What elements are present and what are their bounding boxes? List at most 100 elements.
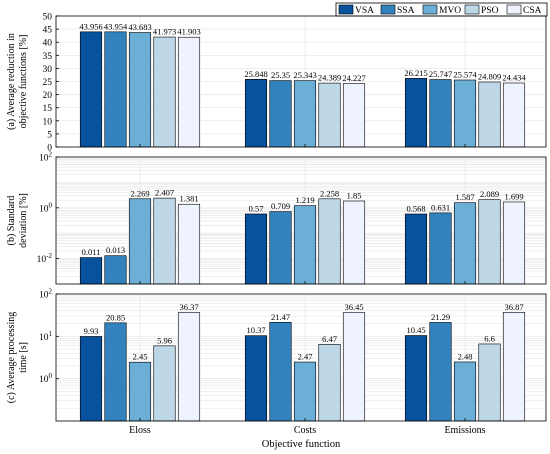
y-tick-label: 20 [43,91,53,101]
bar-pso-costs [318,198,341,285]
bar-vsa-eloss [79,336,103,422]
data-label: 21.47 [271,312,290,322]
data-label: 10.37 [246,325,265,335]
bar-csa-costs [342,83,366,148]
bar-ssa-eloss [104,255,127,285]
y-ticks: 0 5 10 15 20 25 30 35 40 45 50 [43,13,59,154]
data-label: 2.089 [480,189,499,199]
bar-mvo-emissions [453,79,477,148]
bar-mvo-costs [293,361,317,422]
data-label: 41.973 [153,27,176,37]
data-label: 1.219 [295,195,314,205]
bar-csa-emissions [502,201,526,285]
data-label: 24.809 [478,72,501,82]
data-label: 25.343 [293,70,316,80]
bar-csa-eloss [177,36,201,148]
bar-vsa-costs [244,213,268,285]
bar-ssa-costs [269,211,292,285]
legend-label-vsa: VSA [355,6,374,16]
data-label: 43.683 [128,22,151,32]
data-label: 0.709 [271,201,290,211]
data-label: 2.407 [155,188,174,198]
bar-ssa-emissions [429,212,452,285]
data-label: 1.699 [504,191,523,201]
data-label: 36.37 [179,302,198,312]
bar-mvo-costs [293,80,317,148]
plot-frame [55,156,547,285]
shared-x-axis: Objective function Eloss Costs Emissions [129,425,486,450]
bar-vsa-costs [244,335,268,422]
y-tick-label: 45 [43,26,53,36]
y-tick-label: 25 [43,78,53,88]
y-ticks: 10-2 100 102 [37,151,59,265]
data-label: 36.87 [504,302,523,312]
data-label: 1.587 [455,192,474,202]
data-label: 24.389 [318,73,341,83]
data-label: 21.29 [431,312,450,322]
y-axis-label: (b) Standarddeviation [%] [6,193,29,248]
y-ticks: 100 101 102 [39,288,59,385]
data-label: 6.47 [322,334,337,344]
y-tick-label: 0 [47,144,52,154]
data-label: 9.93 [84,326,99,336]
data-label: 5.96 [157,335,172,345]
data-label: 25.747 [429,69,452,79]
data-label: 24.227 [342,73,365,83]
bar-pso-emissions [478,199,501,285]
data-label: 25.35 [271,70,290,80]
x-tick-label: Emissions [444,425,485,436]
bar-pso-costs [318,344,341,422]
bar-ssa-eloss [104,31,127,148]
bar-vsa-emissions [404,78,428,148]
legend-label-mvo: MVO [439,6,461,16]
bar-vsa-emissions [404,213,428,285]
y-tick-label: 100 [39,372,53,385]
bar-pso-emissions [478,81,501,148]
data-label: 0.57 [249,204,264,214]
data-label: 0.568 [406,204,425,214]
data-label: 2.47 [298,352,313,362]
data-label: 6.6 [484,333,495,343]
bar-csa-eloss [177,203,201,285]
bar-pso-eloss [153,197,176,285]
data-label: 26.215 [404,68,427,78]
data-label: 2.45 [133,352,148,362]
legend-swatch-pso [464,4,480,15]
y-tick-label: 100 [39,201,53,214]
bar-vsa-costs [244,78,268,148]
y-tick-label: 35 [43,52,53,62]
y-tick-label: 30 [43,65,53,75]
bar-mvo-emissions [453,202,477,285]
bar-vsa-eloss [79,31,103,148]
y-tick-label: 40 [43,39,53,49]
bar-vsa-emissions [404,335,428,422]
bar-ssa-eloss [104,322,127,422]
y-tick-label: 10-2 [37,252,53,265]
legend-swatch-csa [506,4,522,15]
bar-csa-eloss [177,312,201,422]
bar-vsa-eloss [79,257,103,285]
bar-pso-costs [318,82,341,148]
bar-csa-emissions [502,312,526,422]
bar-csa-costs [342,312,366,422]
data-label: 25.848 [244,69,267,79]
bar-ssa-costs [269,321,292,422]
y-axis-label: (a) Average reduction inobjective functi… [6,33,29,130]
y-tick-label: 5 [47,130,52,140]
legend-swatch-mvo [422,4,438,15]
panel-1: 43.956 25.848 26.215 43.954 25.35 25.747 43.68… [6,13,547,154]
legend-label-csa: CSA [523,6,542,16]
bar-ssa-emissions [429,322,452,422]
data-label: 10.45 [406,325,425,335]
bar-mvo-eloss [128,198,152,285]
legend-swatch-vsa [338,4,354,15]
bars: 0.011 0.57 0.568 0.013 0.709 0.631 2.269 1.219 1… [79,188,526,285]
data-label: 41.903 [177,27,200,37]
panel-2: 0.011 0.57 0.568 0.013 0.709 0.631 2.269 1.219 1… [6,151,547,285]
data-label: 20.85 [106,312,125,322]
bar-pso-emissions [478,343,501,422]
legend-label-ssa: SSA [397,6,415,16]
data-label: 25.574 [453,69,477,79]
panel-3: 9.93 10.37 10.45 20.85 21.47 21.29 2.45 2.47 2.4… [6,288,547,422]
